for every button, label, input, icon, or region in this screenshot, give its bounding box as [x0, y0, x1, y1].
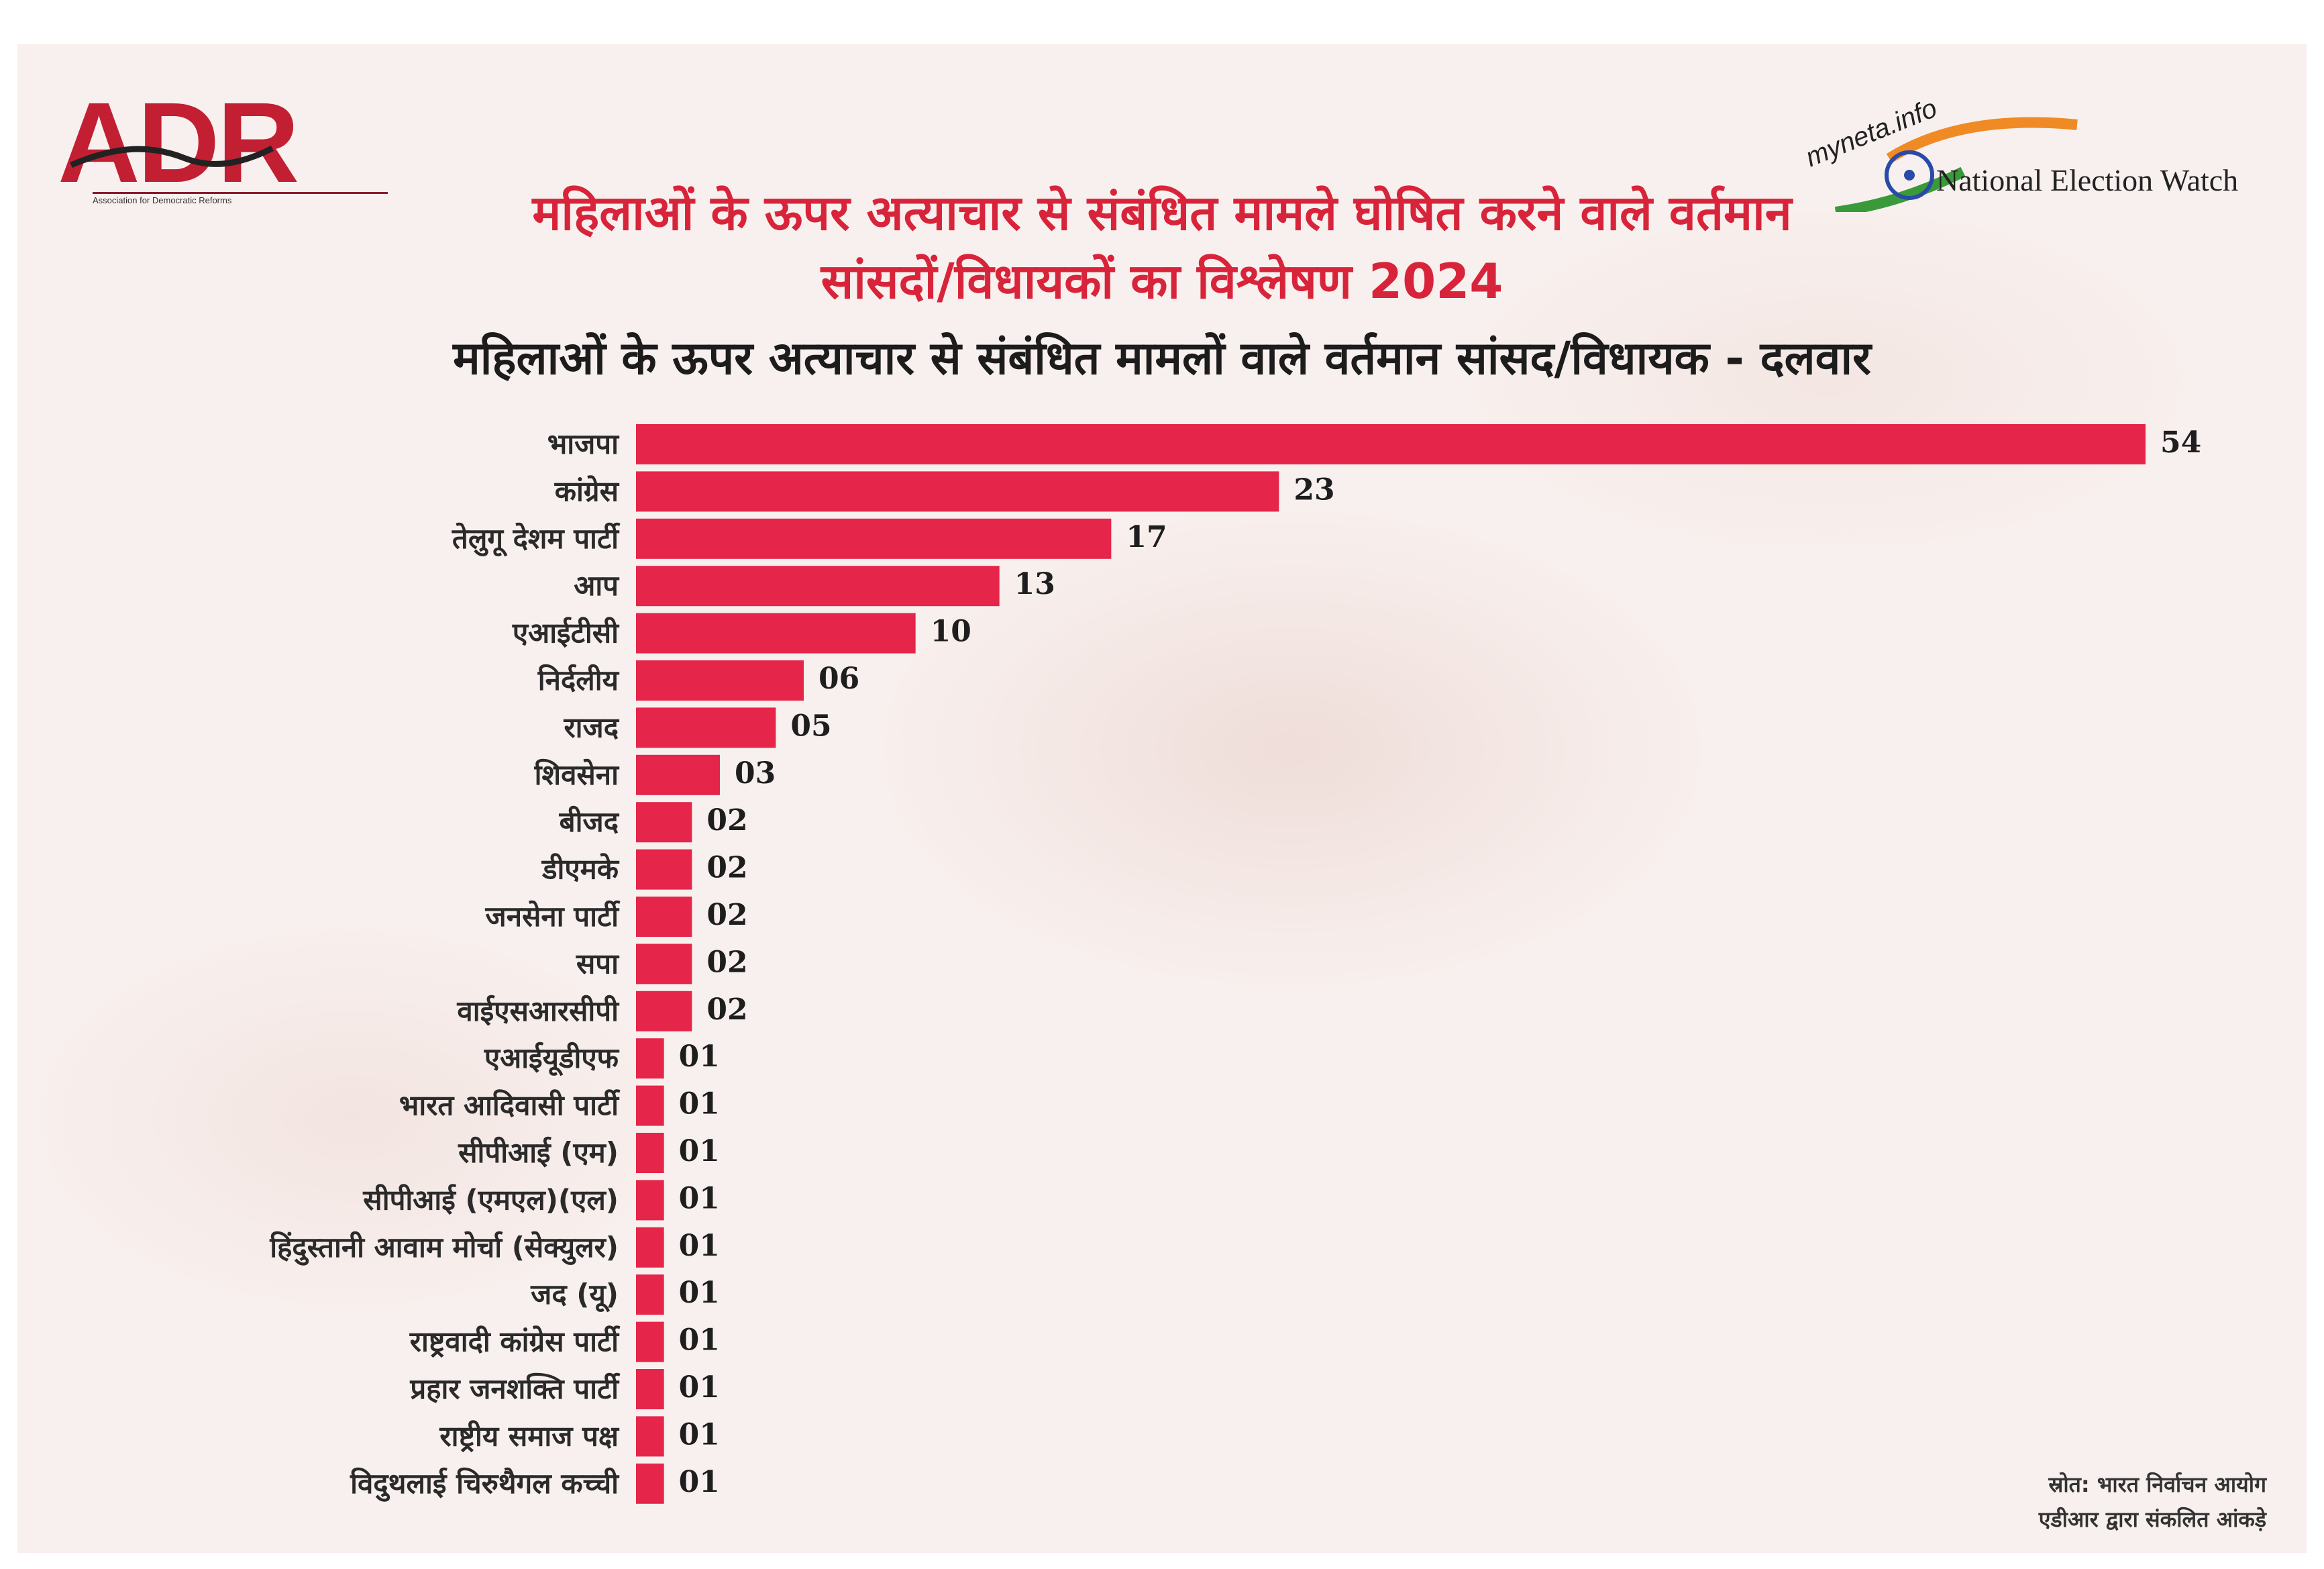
- bar-2: [636, 518, 1112, 559]
- value-label-13: 01: [679, 1040, 720, 1074]
- category-label-2: तेलुगू देशम पार्टी: [452, 522, 621, 557]
- infographic-card: ADR Association for Democratic Reforms m…: [17, 44, 2307, 1553]
- value-label-17: 01: [679, 1229, 720, 1263]
- adr-logo: ADR Association for Democratic Reforms: [58, 86, 407, 212]
- value-label-21: 01: [679, 1417, 720, 1452]
- category-label-8: बीजद: [559, 805, 620, 838]
- adr-tagline: Association for Democratic Reforms: [93, 192, 388, 205]
- bar-11: [636, 944, 692, 984]
- category-label-18: जद (यू): [530, 1278, 619, 1313]
- adr-logo-letters: ADR: [58, 79, 299, 207]
- national-election-watch-text: National Election Watch: [1936, 163, 2239, 197]
- value-label-12: 02: [706, 993, 747, 1027]
- bar-17: [636, 1227, 664, 1268]
- chart-subtitle: महिलाओं के ऊपर अत्याचार से संबंधित मामलो…: [453, 332, 1871, 385]
- source-note: स्रोत: भारत निर्वाचन आयोग एडीआर द्वारा स…: [2039, 1467, 2266, 1537]
- value-label-15: 01: [679, 1134, 720, 1168]
- category-label-9: डीएमके: [541, 853, 620, 886]
- category-label-6: राजद: [563, 711, 619, 744]
- bar-19: [636, 1321, 664, 1362]
- category-label-3: आप: [574, 569, 620, 602]
- category-label-5: निर्दलीय: [537, 664, 620, 697]
- category-label-4: एआईटीसी: [512, 617, 620, 650]
- bar-4: [636, 613, 916, 654]
- source-line-1: स्रोत: भारत निर्वाचन आयोग: [2048, 1472, 2266, 1497]
- value-label-5: 06: [818, 662, 859, 696]
- bar-9: [636, 849, 692, 890]
- bar-14: [636, 1085, 664, 1126]
- category-label-22: विदुथलाई चिरुथैगल कच्ची: [350, 1467, 620, 1502]
- category-label-17: हिंदुस्तानी आवाम मोर्चा (सेक्युलर): [269, 1231, 619, 1266]
- bar-3: [636, 566, 1000, 607]
- title-line-2: सांसदों/विधायकों का विश्लेषण 2024: [821, 253, 1503, 309]
- value-label-18: 01: [679, 1276, 720, 1310]
- ashoka-chakra-icon: [1834, 117, 2078, 212]
- value-label-8: 02: [706, 803, 747, 838]
- category-label-15: सीपीआई (एम): [458, 1136, 619, 1169]
- value-label-9: 02: [706, 851, 747, 885]
- category-label-1: कांग्रेस: [554, 474, 620, 507]
- source-line-2: एडीआर द्वारा संकलित आंकड़े: [2038, 1507, 2266, 1532]
- category-label-7: शिवसेना: [534, 758, 620, 791]
- bar-1: [636, 471, 1279, 512]
- value-label-3: 13: [1014, 567, 1055, 601]
- value-label-11: 02: [706, 945, 747, 979]
- bar-13: [636, 1038, 664, 1079]
- category-label-11: सपा: [576, 947, 620, 980]
- bar-0: [636, 424, 2146, 464]
- category-label-10: जनसेना पार्टी: [485, 900, 621, 933]
- value-label-20: 01: [679, 1370, 720, 1405]
- bar-8: [636, 802, 692, 843]
- bar-5: [636, 660, 804, 701]
- adr-swoosh-icon: [70, 145, 274, 168]
- myneta-logo: myneta.info National Election Watch: [1782, 91, 2305, 212]
- category-label-0: भाजपा: [547, 427, 620, 460]
- bar-7: [636, 754, 720, 795]
- category-label-19: राष्ट्रवादी कांग्रेस पार्टी: [409, 1325, 621, 1358]
- bar-6: [636, 707, 776, 748]
- value-label-0: 54: [2160, 425, 2201, 460]
- value-label-7: 03: [735, 756, 776, 791]
- value-label-4: 10: [931, 615, 971, 649]
- bar-20: [636, 1369, 664, 1409]
- category-label-21: राष्ट्रीय समाज पक्ष: [439, 1419, 619, 1452]
- value-label-2: 17: [1126, 520, 1167, 554]
- bar-12: [636, 991, 692, 1031]
- value-label-19: 01: [679, 1323, 720, 1358]
- value-label-6: 05: [790, 709, 831, 743]
- value-label-10: 02: [706, 898, 747, 932]
- value-label-1: 23: [1293, 472, 1334, 507]
- bar-chart: भाजपा 54 कांग्रेस 23 तेलुगू देशम पार्टी 17 आप 1…: [269, 424, 2201, 1504]
- bar-22: [636, 1463, 664, 1504]
- bar-21: [636, 1416, 664, 1457]
- category-label-20: प्रहार जनशक्ति पार्टी: [409, 1372, 621, 1405]
- value-label-22: 01: [679, 1465, 720, 1499]
- category-label-14: भारत आदिवासी पार्टी: [399, 1089, 621, 1122]
- bar-18: [636, 1274, 664, 1315]
- category-label-12: वाईएसआरसीपी: [456, 995, 620, 1027]
- bar-10: [636, 897, 692, 937]
- title-line-1: महिलाओं के ऊपर अत्याचार से संबंधित मामले…: [532, 185, 1792, 241]
- category-label-13: एआईयूडीएफ: [484, 1042, 620, 1076]
- category-label-16: सीपीआई (एमएल)(एल): [362, 1183, 619, 1216]
- bar-16: [636, 1180, 664, 1221]
- value-label-14: 01: [679, 1087, 720, 1121]
- value-label-16: 01: [679, 1181, 720, 1215]
- bar-15: [636, 1133, 664, 1173]
